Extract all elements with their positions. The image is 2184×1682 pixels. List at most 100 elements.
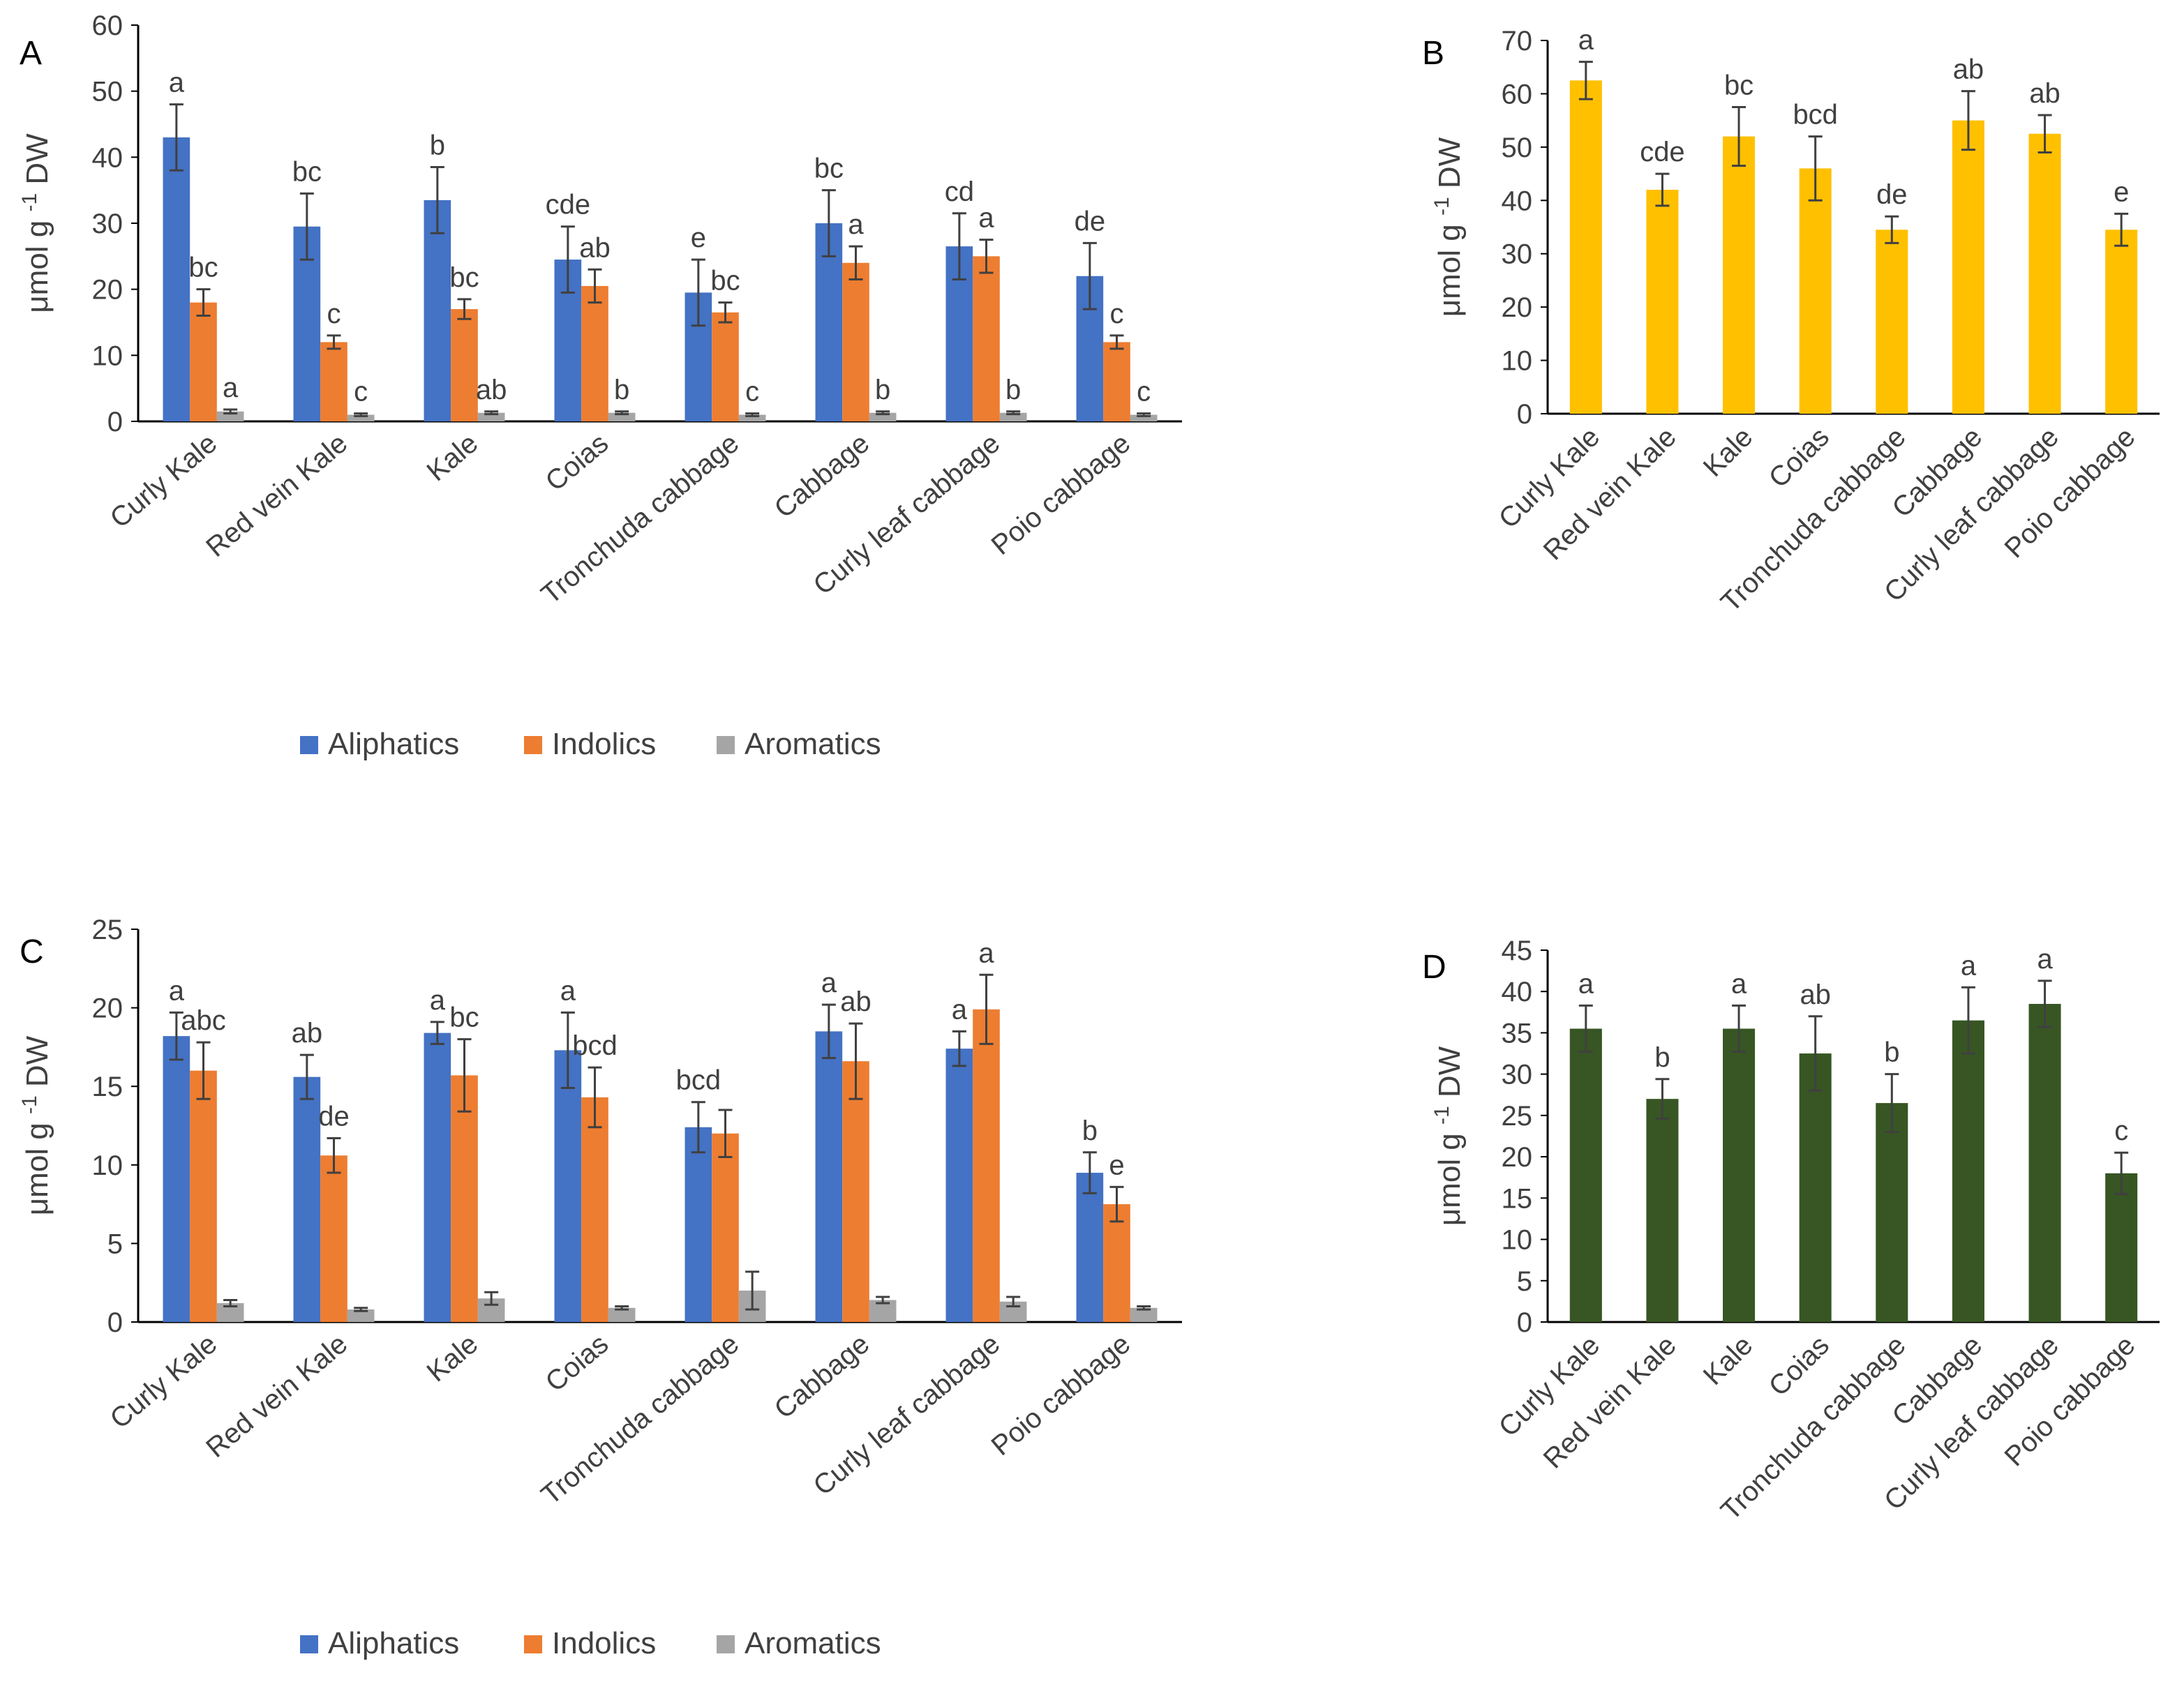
- bar-indolics: [973, 256, 1000, 421]
- bar-aliphatics: [424, 1033, 451, 1322]
- y-axis-label: μmol g -1 DW: [18, 133, 55, 313]
- significance-letter: e: [2114, 177, 2129, 207]
- significance-letter: c: [1110, 299, 1124, 329]
- y-tick-label: 70: [1502, 26, 1533, 57]
- bar-value: [2028, 1003, 2061, 1322]
- y-tick-label: 25: [1502, 1101, 1533, 1132]
- x-category-label: Coias: [540, 428, 615, 497]
- legend-swatch: [524, 736, 542, 754]
- significance-letter: ab: [579, 232, 611, 263]
- significance-letter: a: [430, 985, 446, 1016]
- x-category-label: Curly Kale: [105, 428, 223, 534]
- significance-letter: a: [848, 209, 864, 240]
- y-tick-label: 40: [92, 142, 124, 173]
- bar-indolics: [1103, 1204, 1130, 1322]
- y-tick-label: 50: [92, 77, 124, 107]
- legend-label: Indolics: [552, 727, 656, 761]
- bar-aromatics: [1130, 414, 1158, 421]
- significance-letter: a: [978, 203, 994, 234]
- significance-letter: bcd: [572, 1030, 618, 1061]
- significance-letter: a: [560, 975, 576, 1006]
- bar-aliphatics: [1076, 1173, 1104, 1322]
- significance-letter: c: [327, 299, 341, 329]
- bar-indolics: [712, 1133, 739, 1322]
- x-category-label: Red vein Kale: [1538, 1330, 1682, 1474]
- bar-aromatics: [347, 1309, 375, 1322]
- x-category-label: Coias: [1763, 1330, 1835, 1402]
- y-tick-label: 30: [1502, 239, 1533, 270]
- significance-letter: de: [1876, 179, 1908, 210]
- bar-aromatics: [608, 1307, 636, 1322]
- bar-indolics: [190, 302, 217, 421]
- significance-letter: de: [318, 1102, 350, 1132]
- bar-aliphatics: [945, 1049, 973, 1322]
- bar-indolics: [581, 1097, 608, 1322]
- y-tick-label: 20: [1502, 292, 1533, 323]
- bar-value: [1952, 120, 1984, 414]
- legend-label: Aromatics: [745, 727, 881, 761]
- x-category-label: Cabbage: [769, 1328, 876, 1425]
- panel-letter: A: [20, 35, 42, 72]
- significance-letter: c: [354, 377, 368, 407]
- significance-letter: b: [1005, 375, 1021, 405]
- bar-aromatics: [1130, 1307, 1158, 1322]
- significance-letter: de: [1075, 206, 1106, 236]
- bar-indolics: [842, 262, 869, 421]
- bar-value: [1569, 1028, 1602, 1322]
- legend-swatch: [524, 1635, 542, 1653]
- significance-letter: bc: [188, 253, 218, 283]
- significance-letter: a: [1961, 950, 1977, 981]
- y-tick-label: 25: [92, 915, 124, 945]
- significance-letter: b: [875, 375, 890, 405]
- significance-letter: a: [169, 68, 185, 98]
- significance-letter: a: [223, 373, 239, 403]
- bar-aliphatics: [815, 1031, 843, 1322]
- x-category-label: Cabbage: [769, 428, 876, 524]
- bar-indolics: [451, 309, 478, 421]
- bar-value: [1723, 136, 1756, 414]
- significance-letter: ab: [292, 1018, 323, 1049]
- bar-value: [1646, 190, 1679, 414]
- y-axis-label: μmol g -1 DW: [1430, 137, 1467, 317]
- y-tick-label: 15: [1502, 1183, 1533, 1214]
- y-tick-label: 0: [1517, 399, 1532, 430]
- legend-swatch: [717, 1635, 735, 1653]
- x-category-label: Red vein Kale: [200, 428, 353, 563]
- x-category-label: Red vein Kale: [1538, 421, 1682, 566]
- legend-label: Aliphatics: [328, 1626, 459, 1660]
- y-tick-label: 40: [1502, 186, 1533, 216]
- bar-value: [1799, 1053, 1832, 1322]
- significance-letter: bc: [449, 262, 479, 293]
- significance-letter: cde: [1640, 137, 1685, 167]
- bar-indolics: [451, 1075, 478, 1322]
- y-tick-label: 40: [1502, 977, 1533, 1007]
- bar-aliphatics: [163, 137, 190, 421]
- y-tick-label: 10: [1502, 346, 1533, 377]
- y-tick-label: 20: [1502, 1142, 1533, 1173]
- y-tick-label: 30: [92, 209, 124, 239]
- bar-value: [2028, 133, 2061, 414]
- significance-letter: cde: [546, 190, 591, 220]
- y-tick-label: 60: [1502, 79, 1533, 110]
- bar-indolics: [712, 312, 739, 421]
- panel-letter: B: [1422, 35, 1444, 72]
- legend-swatch: [717, 736, 735, 754]
- y-tick-label: 10: [92, 1150, 124, 1181]
- y-tick-label: 5: [107, 1229, 123, 1259]
- y-tick-label: 10: [1502, 1225, 1533, 1256]
- significance-letter: b: [430, 130, 445, 161]
- significance-letter: bcd: [676, 1065, 721, 1096]
- significance-letter: ab: [1953, 54, 1984, 85]
- panel-letter: C: [20, 933, 44, 970]
- bar-value: [1646, 1099, 1679, 1322]
- significance-letter: bc: [814, 153, 844, 184]
- x-category-label: Curly Kale: [105, 1328, 223, 1434]
- significance-letter: bc: [710, 266, 740, 296]
- significance-letter: a: [952, 994, 968, 1025]
- significance-letter: bc: [1724, 70, 1753, 101]
- x-category-label: Poio cabbage: [1998, 421, 2141, 564]
- legend-swatch: [300, 1635, 318, 1653]
- bar-aliphatics: [424, 200, 451, 421]
